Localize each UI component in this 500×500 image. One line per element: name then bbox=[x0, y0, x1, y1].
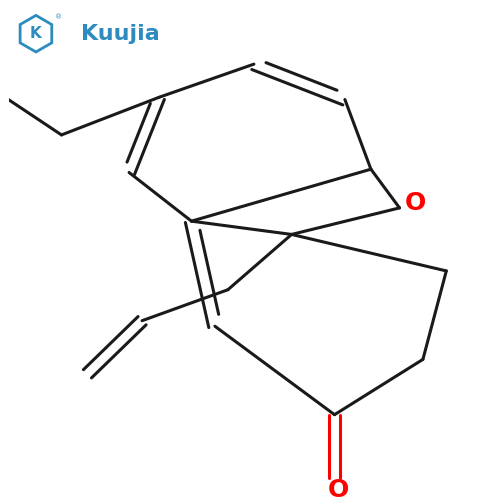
Text: ®: ® bbox=[54, 15, 62, 21]
Text: O: O bbox=[328, 478, 349, 500]
Text: Kuujia: Kuujia bbox=[80, 24, 160, 44]
Text: K: K bbox=[30, 26, 42, 41]
Text: O: O bbox=[404, 191, 425, 215]
